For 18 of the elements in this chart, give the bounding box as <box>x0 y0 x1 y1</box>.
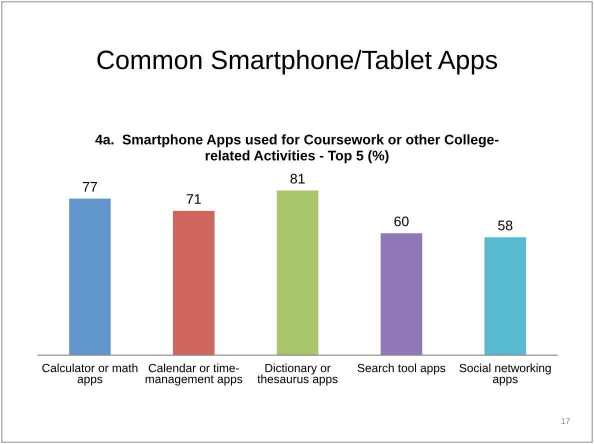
data-label: 77 <box>82 182 97 192</box>
bar <box>276 190 318 356</box>
data-label: 60 <box>394 216 409 226</box>
x-tick-label: Dictionary or thesaurus apps <box>257 364 338 386</box>
bar <box>484 237 526 356</box>
x-tick-label: Calendar or time- management apps <box>146 364 242 386</box>
x-tick-label: Search tool apps <box>358 364 446 375</box>
data-label: 81 <box>290 174 305 184</box>
bar <box>380 233 422 356</box>
bar <box>172 210 215 356</box>
data-label: 58 <box>498 220 512 230</box>
x-tick-label: Social networking apps <box>460 364 551 386</box>
x-tick-label: Calculator or math apps <box>42 364 138 386</box>
bar <box>69 198 111 356</box>
text: 17 <box>561 418 570 424</box>
chart-title: Common Smartphone/Tablet Apps <box>97 50 498 74</box>
data-label: 71 <box>186 194 201 204</box>
chart-subtitle: 4a. Smartphone Apps used for Coursework or other College- related Activities - Top 5 (%) <box>95 134 498 164</box>
